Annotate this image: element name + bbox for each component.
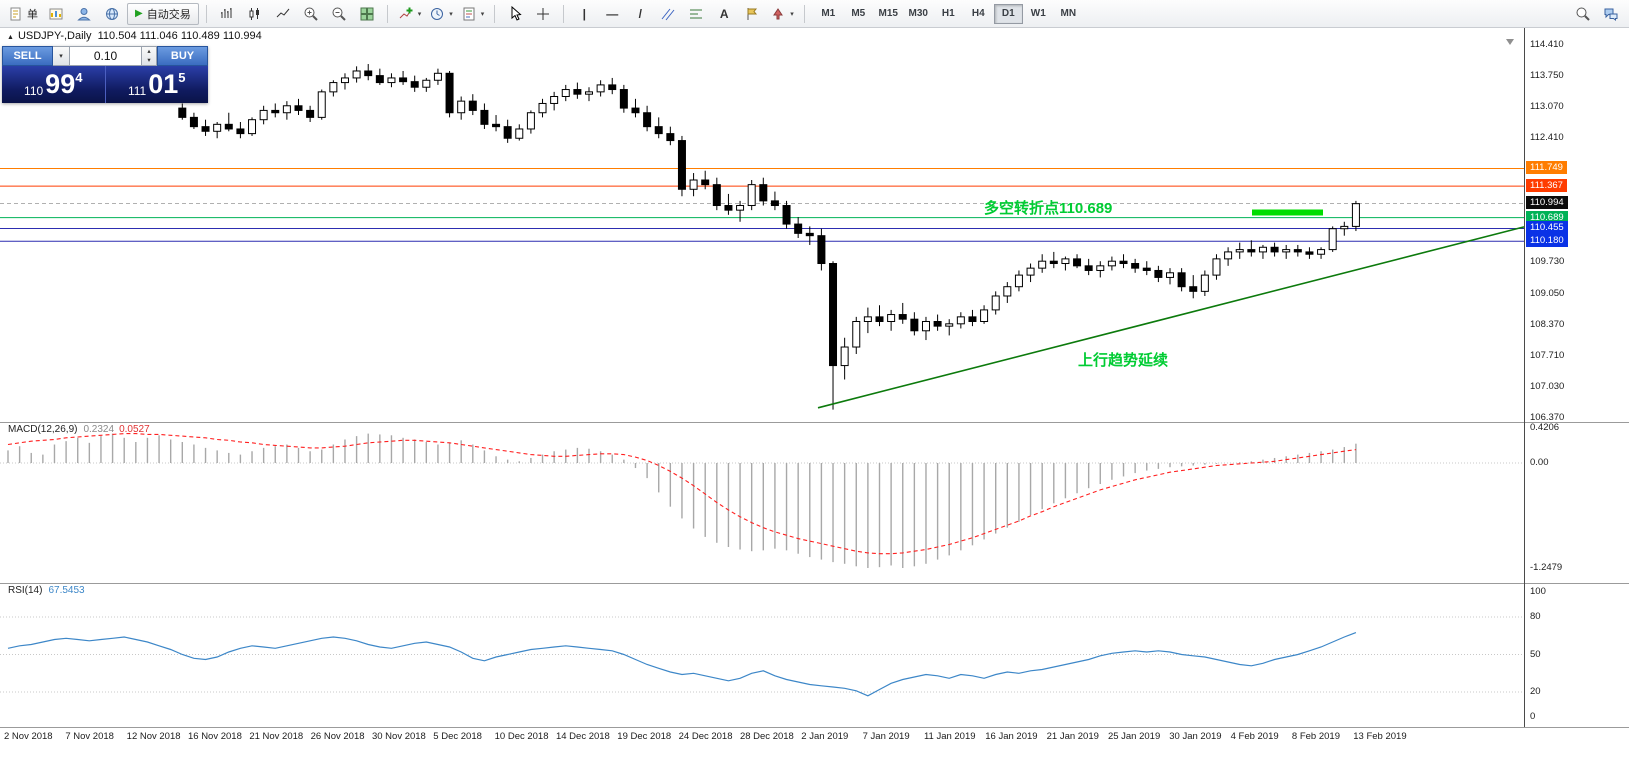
candlestick-mode-button[interactable] [242, 3, 268, 24]
channel-icon [661, 8, 675, 20]
buy-price-sup: 5 [178, 70, 186, 85]
indicators-button[interactable]: ▾ [395, 3, 425, 24]
indicators-icon [399, 7, 413, 18]
autotrade-label: 自动交易 [146, 8, 191, 21]
autotrade-play-icon: ▶ [135, 8, 143, 19]
zoom-in-icon [304, 7, 318, 21]
timeframe-button-mn[interactable]: MN [1060, 8, 1077, 19]
buy-price-prefix: 111 [127, 84, 147, 98]
templates-button[interactable]: ▾ [458, 3, 488, 24]
chart-plot-area[interactable] [0, 27, 1524, 422]
chevron-down-icon: ▾ [449, 10, 453, 18]
zoom-out-button[interactable] [326, 3, 352, 24]
charts-window-button[interactable] [43, 3, 69, 24]
globe-icon [106, 7, 118, 20]
shapes-tool-button[interactable]: ▾ [767, 3, 797, 24]
periods-button[interactable]: ▾ [426, 3, 456, 24]
timeframe-button-w1[interactable]: W1 [1030, 8, 1046, 19]
template-icon [463, 7, 475, 20]
toolbar-separator [205, 4, 207, 23]
search-button[interactable] [1570, 3, 1596, 24]
zoom-in-button[interactable] [298, 3, 324, 24]
vertical-line-tool-button[interactable]: | [571, 3, 597, 24]
channel-tool-button[interactable] [655, 3, 681, 24]
sell-price-prefix: 110 [24, 84, 44, 98]
chevron-down-icon: ▾ [480, 10, 485, 18]
buy-price-main: 01 [148, 69, 179, 99]
label-tool-button[interactable] [739, 3, 765, 24]
timeframe-button-m30[interactable]: M30 [908, 8, 928, 19]
stepper-down-icon[interactable]: ▾ [147, 57, 151, 64]
buy-button[interactable]: BUY [157, 46, 208, 66]
trendline-tool-button[interactable]: / [627, 3, 653, 24]
text-tool-button[interactable]: A [711, 3, 737, 24]
sell-button[interactable]: SELL [2, 46, 53, 66]
time-scale[interactable] [0, 727, 1524, 747]
zoom-out-icon [332, 7, 346, 21]
toolbar-separator [386, 4, 388, 23]
vertical-line-icon: | [582, 6, 586, 21]
crosshair-icon [537, 7, 550, 20]
community-button[interactable] [99, 3, 125, 24]
fibonacci-icon [690, 9, 703, 18]
volume-input[interactable]: 0.10 [70, 46, 142, 66]
timeframe-button-m1[interactable]: M1 [821, 8, 836, 19]
line-chart-icon [276, 8, 290, 17]
fibonacci-tool-button[interactable] [683, 3, 709, 24]
charts-window-icon [49, 8, 63, 19]
bar-chart-mode-button[interactable] [214, 3, 240, 24]
crosshair-tool-button[interactable] [530, 3, 556, 24]
rsi-panel[interactable] [0, 583, 1524, 727]
toolbar: 单 ▶ 自动交易 [0, 0, 1629, 28]
horizontal-line-icon: — [606, 6, 619, 21]
cursor-tool-button[interactable] [502, 3, 528, 24]
tile-windows-button[interactable] [354, 3, 380, 24]
stepper-up-icon[interactable]: ▴ [147, 48, 151, 55]
horizontal-line-tool-button[interactable]: — [599, 3, 625, 24]
volume-stepper[interactable]: ▴ ▾ [142, 46, 157, 66]
toolbar-separator [803, 4, 805, 23]
tile-windows-icon [360, 7, 374, 20]
chat-button[interactable] [1598, 3, 1624, 24]
cursor-icon [511, 5, 522, 21]
timeframe-group: M1 M5 M15 M30 H1 H4 D1 W1 MN [814, 3, 1083, 24]
sell-price[interactable]: 110 99 4 [2, 66, 105, 103]
bar-chart-icon [220, 7, 232, 18]
profile-icon [77, 7, 91, 20]
one-click-trading-panel: SELL ▾ 0.10 ▴ ▾ BUY 110 99 4 111 01 5 [2, 46, 208, 103]
timeframe-button-h4[interactable]: H4 [971, 8, 985, 19]
timeframe-button-d1[interactable]: D1 [993, 3, 1023, 24]
chevron-down-icon: ▾ [59, 53, 63, 60]
new-order-icon [10, 7, 21, 20]
new-order-label: 单 [27, 8, 38, 21]
search-icon [1576, 7, 1590, 21]
autotrade-button[interactable]: ▶ 自动交易 [127, 2, 199, 25]
toolbar-separator [563, 4, 565, 23]
candlestick-icon [249, 7, 259, 20]
trendline-icon: / [638, 6, 642, 21]
arrows-shapes-icon [773, 7, 784, 19]
macd-panel[interactable] [0, 422, 1524, 583]
toolbar-separator [494, 4, 496, 23]
sell-price-sup: 4 [75, 70, 83, 85]
timeframe-button-h1[interactable]: H1 [941, 8, 955, 19]
timeframe-button-m15[interactable]: M15 [878, 8, 898, 19]
chevron-down-icon: ▾ [417, 10, 422, 18]
line-chart-mode-button[interactable] [270, 3, 296, 24]
timeframe-button-m5[interactable]: M5 [851, 8, 866, 19]
profile-button[interactable] [71, 3, 97, 24]
chevron-down-icon: ▾ [790, 10, 794, 18]
price-scale[interactable] [1524, 27, 1629, 727]
text-tool-icon: A [719, 6, 729, 21]
buy-price[interactable]: 111 01 5 [104, 66, 209, 103]
clock-icon [431, 7, 444, 20]
label-flag-icon [747, 7, 758, 20]
sell-price-main: 99 [45, 69, 76, 99]
new-order-button[interactable]: 单 [5, 3, 41, 24]
order-type-dropdown[interactable]: ▾ [53, 46, 70, 66]
chat-icon [1604, 8, 1618, 21]
